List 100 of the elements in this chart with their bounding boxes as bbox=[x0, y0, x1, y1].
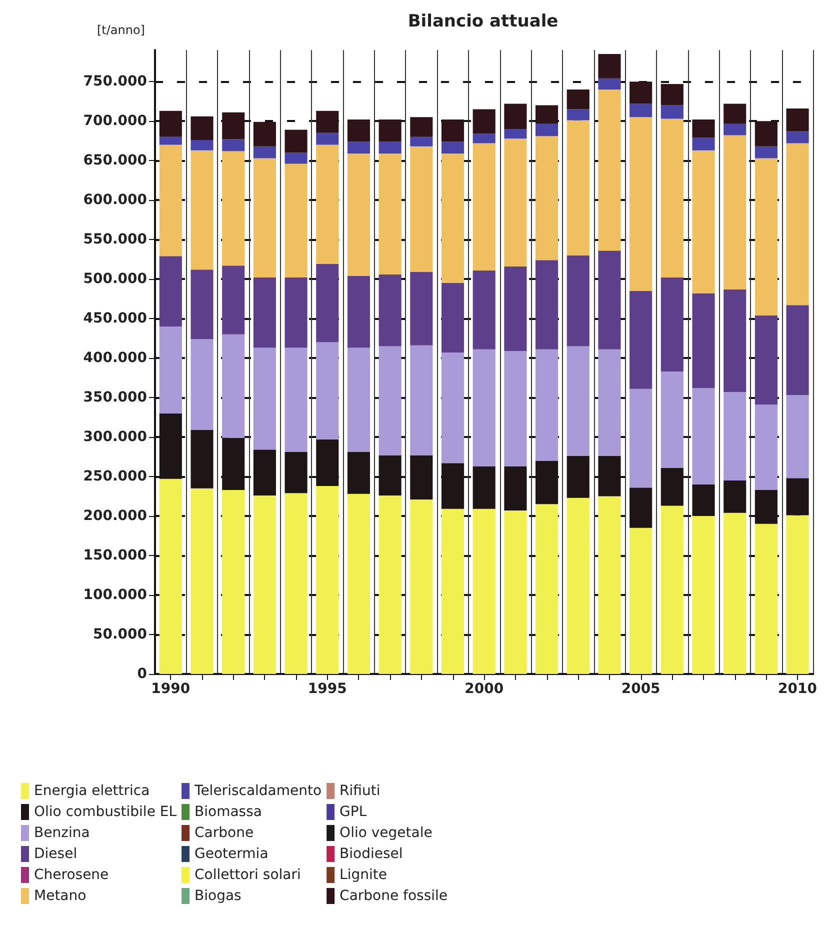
y-tick-label: 200.000 bbox=[83, 508, 148, 524]
bar bbox=[190, 116, 214, 140]
bar bbox=[347, 348, 370, 452]
bar bbox=[504, 350, 527, 466]
y-tick-label: 600.000 bbox=[83, 192, 148, 208]
bar bbox=[786, 478, 809, 516]
bar bbox=[159, 144, 182, 256]
bar bbox=[316, 342, 339, 440]
bar bbox=[472, 270, 496, 350]
x-tick-label: 2000 bbox=[464, 681, 504, 697]
bar bbox=[630, 528, 652, 674]
bar bbox=[222, 151, 245, 266]
y-tick-label: 650.000 bbox=[83, 152, 148, 169]
y-tick-label: 50.000 bbox=[92, 626, 148, 643]
bar bbox=[692, 516, 715, 674]
legend-label: Rifiuti bbox=[340, 783, 380, 799]
bar bbox=[598, 250, 621, 350]
bar bbox=[692, 293, 715, 388]
x-tick-label: 2010 bbox=[778, 681, 818, 697]
bar bbox=[410, 272, 433, 346]
bar bbox=[378, 455, 402, 496]
legend-label: Metano bbox=[34, 888, 86, 904]
bar bbox=[504, 466, 527, 510]
bar bbox=[598, 456, 621, 496]
bar bbox=[159, 136, 182, 145]
bar bbox=[660, 277, 684, 372]
bar bbox=[190, 150, 214, 270]
bar bbox=[347, 120, 370, 142]
bar bbox=[472, 508, 496, 674]
bar bbox=[724, 123, 746, 136]
bar bbox=[472, 109, 496, 134]
bar bbox=[316, 486, 339, 674]
y-axis-title: [t/anno] bbox=[96, 23, 145, 37]
y-tick-label: 700.000 bbox=[83, 113, 148, 130]
bar bbox=[410, 136, 433, 146]
bar bbox=[253, 495, 276, 674]
bar bbox=[566, 498, 590, 674]
bar bbox=[222, 266, 245, 334]
y-tick-label: 250.000 bbox=[83, 468, 148, 485]
y-tick-label: 100.000 bbox=[83, 587, 148, 604]
bar bbox=[566, 346, 590, 456]
y-tick-label: 150.000 bbox=[83, 548, 148, 564]
bar bbox=[724, 289, 746, 392]
x-tick-label: 2005 bbox=[621, 681, 660, 697]
bar bbox=[378, 120, 402, 142]
bar bbox=[598, 78, 621, 90]
bar bbox=[284, 348, 308, 452]
bar bbox=[754, 146, 778, 158]
bar bbox=[441, 283, 464, 353]
bar bbox=[630, 388, 652, 488]
bar bbox=[472, 134, 496, 144]
bar bbox=[504, 138, 527, 266]
bar bbox=[504, 128, 527, 138]
bar bbox=[253, 122, 276, 146]
bar bbox=[536, 504, 558, 674]
bar bbox=[786, 143, 809, 306]
bar bbox=[441, 142, 464, 154]
bar bbox=[253, 158, 276, 278]
bar bbox=[316, 110, 339, 133]
x-tick-label: 1995 bbox=[308, 681, 347, 697]
legend-label: Olio combustibile EL bbox=[34, 804, 177, 820]
bar bbox=[347, 276, 370, 348]
bar bbox=[786, 305, 809, 396]
legend-label: Geotermia bbox=[194, 846, 268, 862]
bar bbox=[441, 463, 464, 509]
legend-label: Biogas bbox=[194, 888, 242, 904]
bar bbox=[630, 488, 652, 528]
legend-label: Benzina bbox=[34, 825, 90, 841]
y-tick-label: 750.000 bbox=[83, 74, 148, 90]
bar bbox=[378, 346, 402, 456]
bar bbox=[724, 135, 746, 290]
bar bbox=[347, 153, 370, 276]
bar bbox=[754, 524, 778, 674]
y-tick-label: 300.000 bbox=[83, 429, 148, 446]
y-tick-label: 350.000 bbox=[83, 390, 148, 406]
bar bbox=[222, 490, 245, 674]
bar bbox=[724, 512, 746, 674]
y-tick-label: 0 bbox=[137, 666, 148, 682]
bar bbox=[159, 110, 182, 137]
bar bbox=[692, 150, 715, 294]
bar bbox=[253, 348, 276, 450]
bar bbox=[347, 452, 370, 494]
bar bbox=[566, 120, 590, 256]
bar bbox=[190, 430, 214, 488]
bar bbox=[253, 450, 276, 496]
bar bbox=[566, 89, 590, 110]
bar bbox=[504, 266, 527, 351]
legend-label: Cherosene bbox=[34, 867, 109, 883]
bar bbox=[284, 493, 308, 674]
y-tick-label: 500.000 bbox=[83, 271, 148, 288]
bar bbox=[536, 260, 558, 350]
bar bbox=[504, 510, 527, 674]
y-tick-label: 450.000 bbox=[83, 310, 148, 327]
bar bbox=[441, 120, 464, 142]
bar bbox=[754, 121, 778, 146]
bar bbox=[630, 117, 652, 291]
bar bbox=[284, 164, 308, 278]
bar bbox=[660, 84, 684, 106]
bar bbox=[630, 82, 652, 104]
bar bbox=[222, 334, 245, 438]
